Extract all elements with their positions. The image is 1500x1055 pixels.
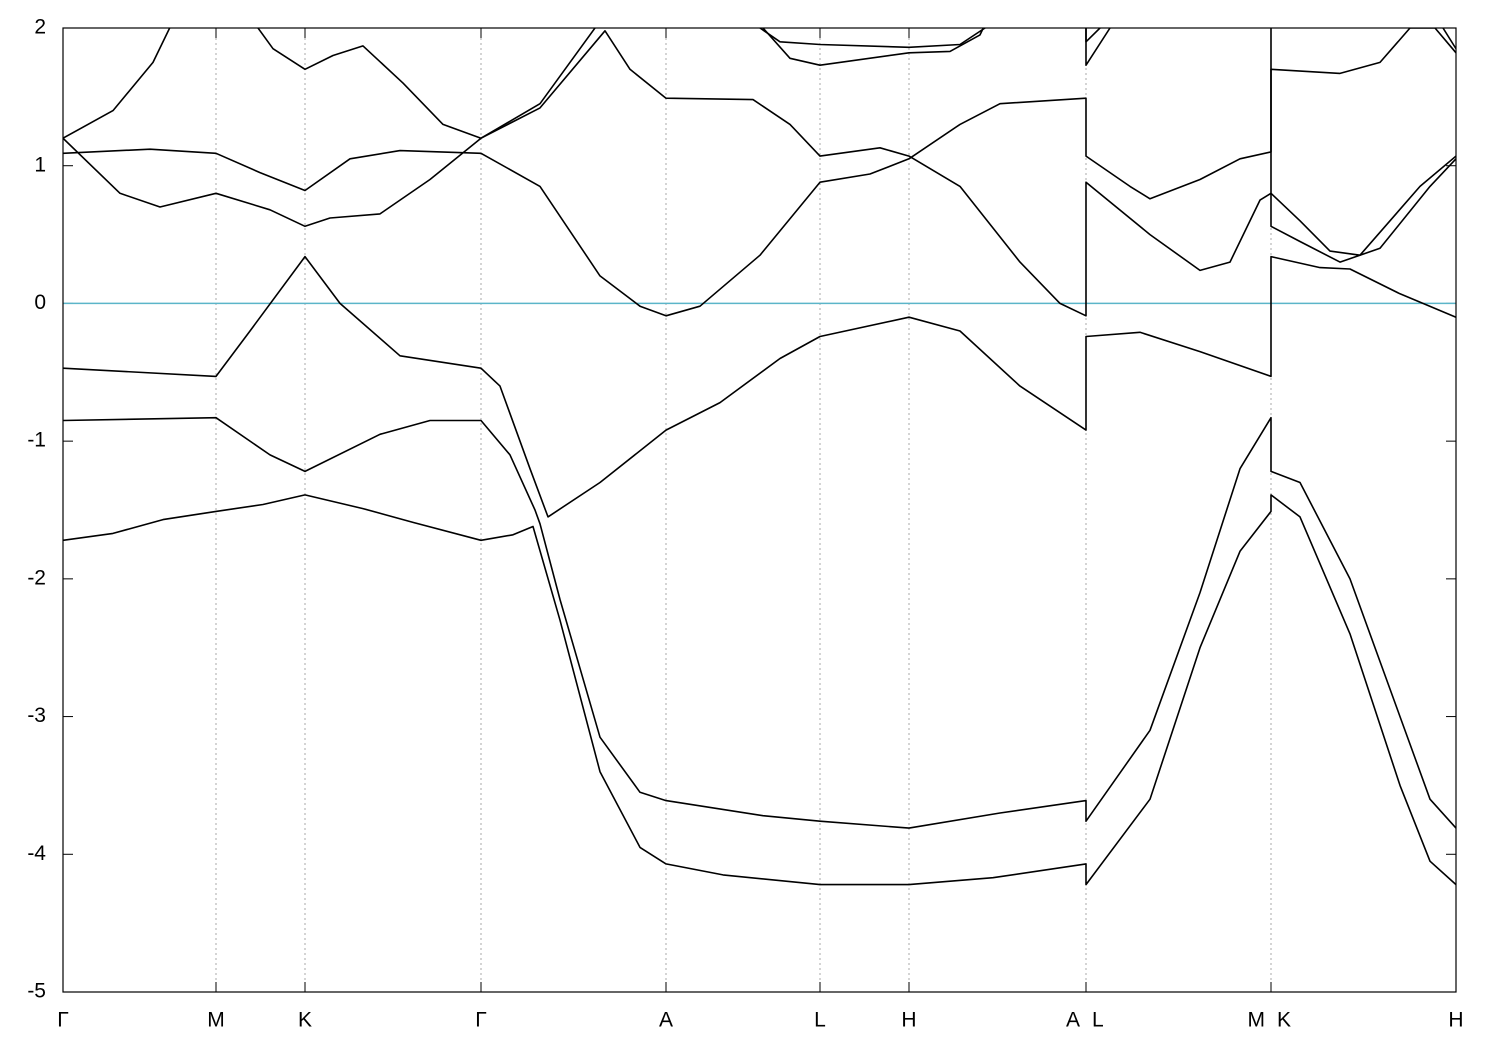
x-tick-label: L <box>814 1009 826 1032</box>
x-tick-label: A <box>659 1009 673 1032</box>
y-tick-label: 0 <box>34 291 46 314</box>
bands <box>63 28 1456 886</box>
x-tick-label: H <box>1448 1009 1463 1032</box>
x-tick-label: Γ <box>475 1009 487 1032</box>
band-line <box>63 255 1456 518</box>
band-line <box>63 28 1456 256</box>
x-tick-label: H <box>901 1009 916 1032</box>
x-tick-label: K <box>298 1009 312 1032</box>
band-line <box>63 494 1456 886</box>
x-tick-label: M <box>207 1009 225 1032</box>
x-tick-label: Γ <box>57 1009 69 1032</box>
y-tick-label: 1 <box>34 153 46 176</box>
y-tick-label: -1 <box>27 429 46 452</box>
x-tick-label: L <box>1092 1009 1104 1032</box>
band-line <box>759 28 1456 50</box>
y-tick-label: -2 <box>27 566 46 589</box>
band-line <box>63 416 1456 829</box>
x-tick-label: M <box>1248 1009 1266 1032</box>
plot-frame <box>62 27 1457 993</box>
band-line <box>63 28 1456 317</box>
x-tick-label: A <box>1066 1009 1080 1032</box>
y-tick-label: 2 <box>34 16 46 39</box>
y-tick-label: -5 <box>27 980 46 1003</box>
x-tick-label: K <box>1277 1009 1291 1032</box>
y-tick-label: -3 <box>27 704 46 727</box>
y-tick-label: -4 <box>27 842 46 865</box>
